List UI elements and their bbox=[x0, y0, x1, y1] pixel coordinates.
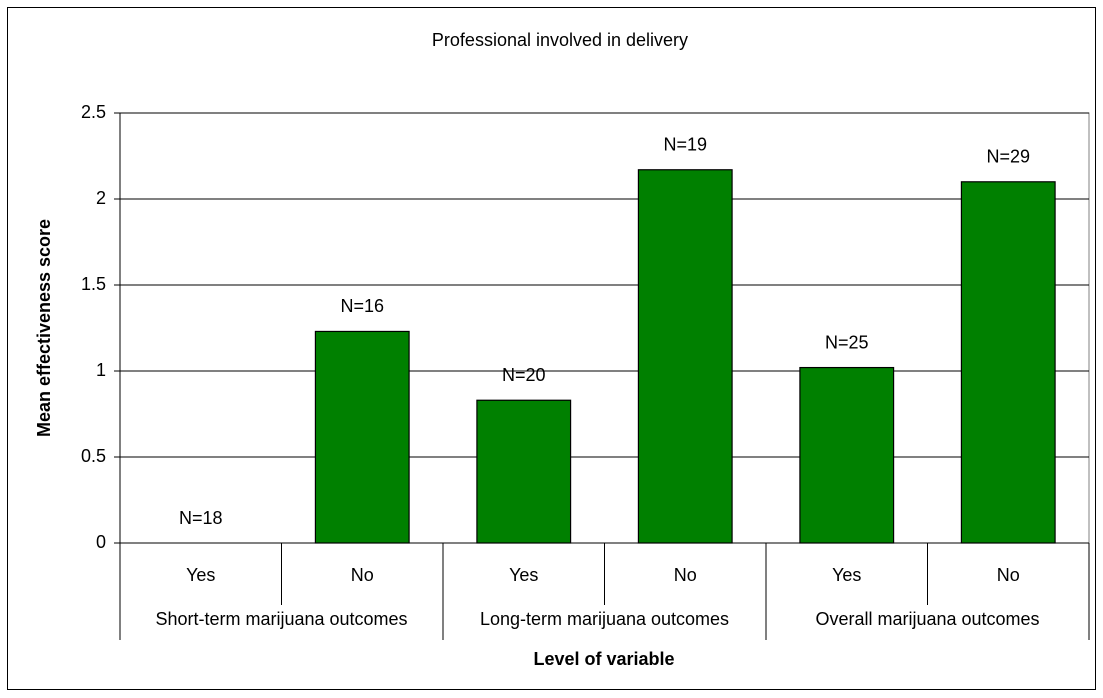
group-label: Overall marijuana outcomes bbox=[815, 609, 1039, 629]
annotation: N=25 bbox=[825, 332, 869, 352]
annotation: N=29 bbox=[986, 147, 1030, 167]
annotation: N=20 bbox=[502, 365, 546, 385]
x-tick-label: Yes bbox=[832, 565, 861, 585]
bar bbox=[637, 169, 733, 544]
chart-title: Professional involved in delivery bbox=[432, 30, 688, 50]
y-tick-label: 1.5 bbox=[81, 274, 106, 294]
y-tick-label: 2.5 bbox=[81, 102, 106, 122]
x-tick-label: No bbox=[674, 565, 697, 585]
y-tick-label: 0 bbox=[96, 532, 106, 552]
group-label: Short-term marijuana outcomes bbox=[155, 609, 407, 629]
bar bbox=[476, 399, 572, 544]
x-tick-label: Yes bbox=[509, 565, 538, 585]
x-tick-label: No bbox=[997, 565, 1020, 585]
bar bbox=[314, 330, 410, 544]
y-tick-label: 0.5 bbox=[81, 446, 106, 466]
annotation: N=18 bbox=[179, 508, 223, 528]
x-axis-title: Level of variable bbox=[533, 649, 674, 669]
chart-border bbox=[7, 7, 1096, 690]
y-axis-title: Mean effectiveness score bbox=[34, 219, 54, 437]
x-tick-label: Yes bbox=[186, 565, 215, 585]
group-label: Long-term marijuana outcomes bbox=[480, 609, 729, 629]
x-tick-label: No bbox=[351, 565, 374, 585]
annotation: N=16 bbox=[340, 296, 384, 316]
annotation: N=19 bbox=[663, 135, 707, 155]
y-tick-label: 2 bbox=[96, 188, 106, 208]
bar bbox=[799, 366, 895, 544]
bar bbox=[960, 181, 1056, 544]
y-tick-label: 1 bbox=[96, 360, 106, 380]
